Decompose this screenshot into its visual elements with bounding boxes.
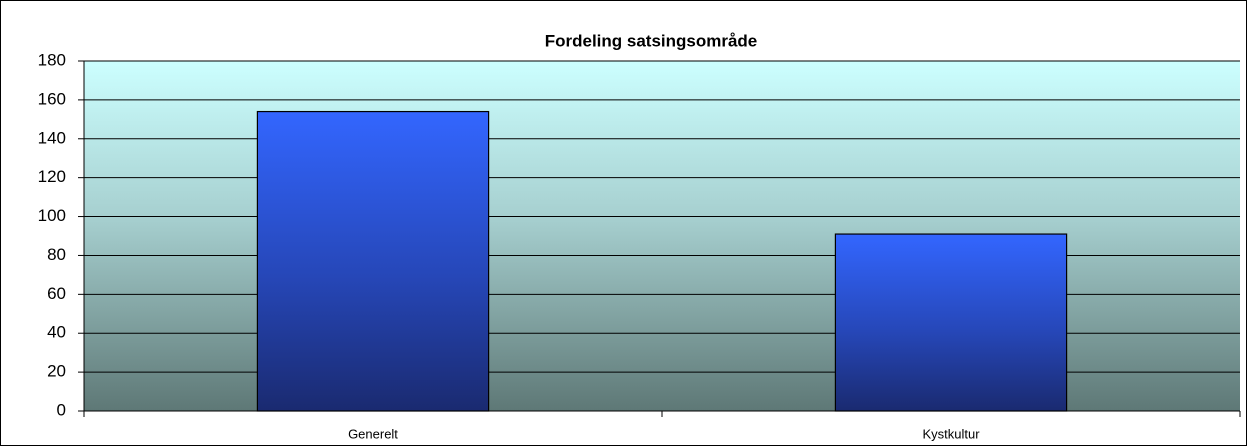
y-tick-label: 180: [38, 50, 66, 69]
y-tick-label: 80: [47, 245, 66, 264]
x-tick-label: Kystkultur: [922, 426, 980, 441]
x-tick-label: Generelt: [348, 426, 398, 441]
y-tick-label: 40: [47, 323, 66, 342]
y-tick-label: 140: [38, 128, 66, 147]
y-tick-label: 160: [38, 89, 66, 108]
y-tick-label: 100: [38, 206, 66, 225]
y-tick-label: 120: [38, 167, 66, 186]
bar: [834, 233, 1068, 412]
chart-title: Fordeling satsingsområde: [545, 31, 758, 50]
y-tick-label: 20: [47, 362, 66, 381]
bar: [256, 110, 490, 412]
y-tick-label: 0: [57, 400, 66, 419]
y-tick-label: 60: [47, 284, 66, 303]
